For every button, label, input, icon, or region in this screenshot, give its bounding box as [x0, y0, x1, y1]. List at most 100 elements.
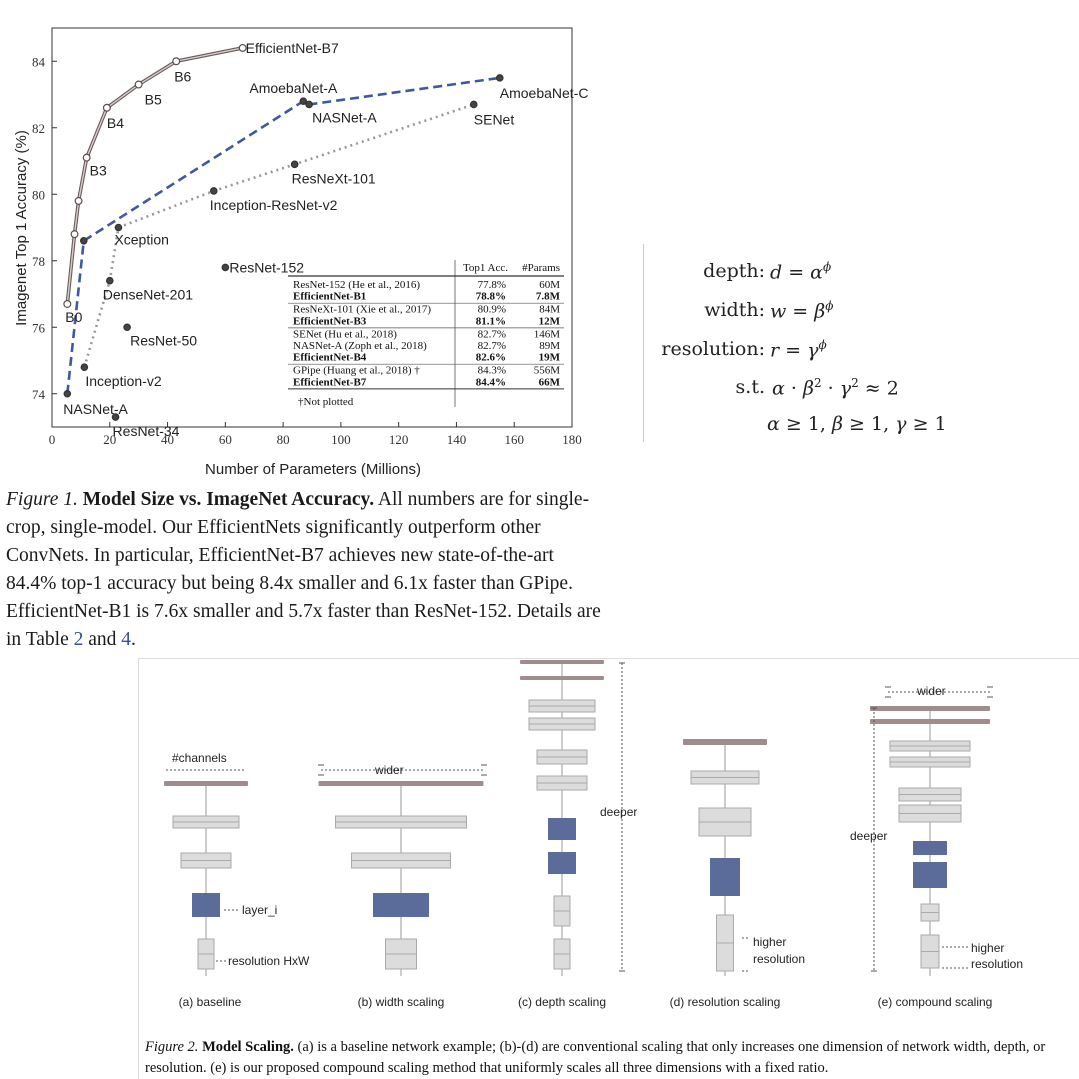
point-label: Inception-ResNet-v2 — [210, 197, 338, 213]
data-point — [111, 413, 120, 421]
table-footnote: †Not plotted — [298, 396, 354, 408]
top-layer — [164, 781, 248, 786]
figure2-frame — [138, 658, 1079, 1079]
table-accuracy: 82.7% — [478, 328, 506, 340]
data-point — [172, 57, 181, 66]
table-header: Top1 Acc. — [463, 262, 508, 274]
table-model-name: SENet (Hu et al., 2018) — [293, 328, 397, 340]
point-label: ResNet-50 — [130, 332, 197, 348]
data-point — [114, 223, 123, 232]
y-tick-label: 74 — [32, 387, 46, 402]
higher-resolution-label-compound: resolution — [971, 957, 1023, 971]
table-params: 146M — [534, 328, 561, 340]
x-axis-label: Number of Parameters (Millions) — [205, 461, 421, 478]
x-tick-label: 100 — [331, 432, 351, 447]
highlight-layer — [373, 893, 429, 917]
table-accuracy: 84.4% — [476, 376, 506, 388]
table-model-name: ResNeXt-101 (Xie et al., 2017) — [293, 304, 431, 316]
data-point — [134, 80, 143, 89]
caption-text: All numbers are for single-crop, single-… — [6, 489, 601, 650]
point-labels: B0 B3 B4 B5 B6 EfficientNet-B7 NASNet-A AmoebaN… — [63, 40, 588, 439]
table-accuracy: 81.1% — [476, 315, 506, 327]
point-label: AmoebaNet-C — [500, 85, 589, 101]
point-label: B5 — [145, 92, 162, 108]
highlight-layer — [548, 818, 576, 840]
figure2-caption: Figure 2. Model Scaling. (a) is a baseli… — [145, 1037, 1075, 1079]
caption-text-3: . — [131, 629, 136, 650]
x-tick-label: 80 — [277, 432, 290, 447]
data-point — [74, 196, 83, 205]
panel-label-baseline: (a) baseline — [179, 995, 242, 1009]
caption-title: Model Size vs. ImageNet Accuracy. — [82, 489, 375, 510]
table-params: 7.8M — [536, 291, 561, 303]
table-params: 19M — [539, 352, 561, 364]
model-scaling-diagram: #channels wider deeper layer_i resolutio… — [164, 660, 1023, 1009]
data-point — [221, 263, 230, 272]
series-points — [63, 43, 504, 421]
wider-label-compound: wider — [916, 684, 946, 698]
highlight-layer — [192, 893, 220, 917]
table-ref-link[interactable]: 4 — [121, 629, 131, 650]
data-point — [123, 323, 131, 332]
x-tick-label: 140 — [447, 432, 467, 447]
x-tick-label: 40 — [161, 432, 174, 447]
table-accuracy: 82.6% — [476, 352, 506, 364]
data-point — [290, 160, 299, 169]
x-tick-label: 0 — [49, 432, 56, 447]
constraint-formula: α · β2 · γ2 ≈ 2 — [772, 376, 899, 400]
x-tick-label: 20 — [103, 432, 116, 447]
table-params: 60M — [539, 279, 560, 291]
point-label: NASNet-A — [312, 109, 377, 125]
data-point — [238, 43, 247, 52]
point-label: B4 — [107, 115, 124, 131]
top-layer — [318, 781, 484, 786]
caption-text: (a) is a baseline network example; (b)-(… — [145, 1039, 1046, 1076]
data-point — [70, 230, 79, 239]
data-point — [469, 100, 478, 109]
highlight-layer — [913, 862, 947, 888]
deeper-label-compound: deeper — [850, 829, 887, 843]
point-label: AmoebaNet-A — [249, 80, 338, 96]
point-label: B3 — [90, 163, 107, 179]
bounds-formula: α ≥ 1, β ≥ 1, γ ≥ 1 — [767, 413, 947, 435]
panel-label-depth: (c) depth scaling — [518, 995, 606, 1009]
table-model-name: EfficientNet-B4 — [293, 352, 367, 364]
highlight-layer — [710, 858, 740, 896]
point-label: Xception — [114, 232, 168, 248]
point-label: B0 — [65, 309, 82, 325]
data-point — [495, 74, 504, 82]
point-label: ResNeXt-101 — [292, 170, 376, 186]
table-accuracy: 78.8% — [476, 291, 506, 303]
top-layer — [520, 676, 604, 680]
table-accuracy: 80.9% — [478, 304, 506, 316]
scaling-panels — [164, 660, 993, 976]
constraint-label: s.t. — [735, 376, 765, 398]
point-label: Inception-v2 — [85, 373, 161, 389]
table-params: 89M — [539, 340, 560, 352]
y-tick-label: 80 — [32, 187, 45, 202]
data-point — [63, 299, 72, 308]
point-label: ResNet-34 — [113, 423, 180, 439]
top-layer — [520, 660, 604, 664]
higher-label-compound: higher — [971, 941, 1004, 955]
data-point — [80, 363, 89, 371]
series-line — [66, 47, 243, 305]
table-ref-link[interactable]: 2 — [73, 629, 84, 650]
panel-label-compound: (e) compound scaling — [878, 995, 993, 1009]
y-tick-label: 82 — [32, 121, 45, 136]
caption-lead: Figure 1. — [6, 489, 78, 510]
caption-text-2: and — [83, 629, 122, 650]
table-model-name: ResNet-152 (He et al., 2016) — [293, 279, 420, 291]
higher-resolution-label: resolution — [753, 952, 805, 966]
depth-label: depth: — [703, 260, 765, 282]
figure1-caption: Figure 1. Model Size vs. ImageNet Accura… — [6, 486, 606, 654]
resolution-label: resolution: — [661, 338, 765, 360]
data-point — [305, 100, 313, 109]
comparison-table: Top1 Acc. #Params ResNet-152 (He et al., 2… — [288, 260, 564, 408]
width-label: width: — [704, 299, 765, 321]
data-point — [105, 276, 114, 285]
top-layer — [683, 739, 767, 745]
point-label: EfficientNet-B7 — [246, 40, 339, 56]
table-params: 66M — [539, 376, 561, 388]
y-tick-label: 84 — [32, 54, 46, 69]
